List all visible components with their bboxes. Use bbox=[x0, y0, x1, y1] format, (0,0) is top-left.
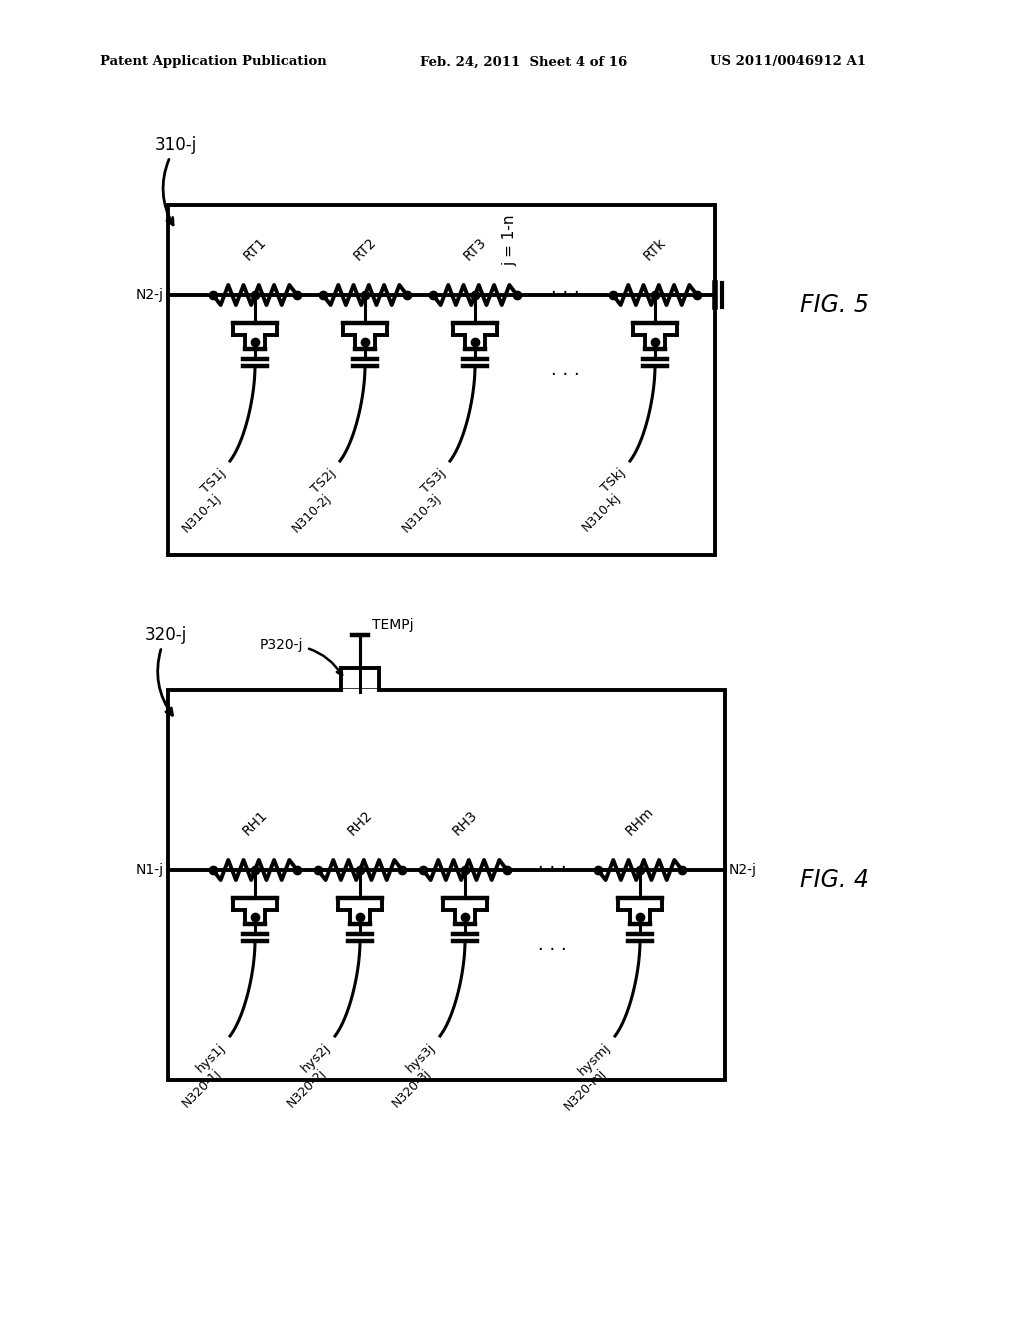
Text: N310-1j: N310-1j bbox=[179, 491, 223, 535]
Text: P320-j: P320-j bbox=[260, 638, 342, 676]
FancyBboxPatch shape bbox=[168, 205, 715, 554]
Polygon shape bbox=[342, 689, 378, 690]
Text: N2-j: N2-j bbox=[729, 863, 757, 876]
Text: FIG. 5: FIG. 5 bbox=[800, 293, 869, 317]
Text: hys3j: hys3j bbox=[403, 1041, 438, 1076]
Text: hys2j: hys2j bbox=[299, 1041, 333, 1076]
Text: Patent Application Publication: Patent Application Publication bbox=[100, 55, 327, 69]
Text: TS1j: TS1j bbox=[199, 466, 228, 495]
Text: N320-mj: N320-mj bbox=[561, 1067, 608, 1113]
Text: Feb. 24, 2011  Sheet 4 of 16: Feb. 24, 2011 Sheet 4 of 16 bbox=[420, 55, 628, 69]
Text: RTk: RTk bbox=[641, 235, 669, 263]
Text: TEMPj: TEMPj bbox=[372, 618, 414, 632]
Text: hys1j: hys1j bbox=[194, 1041, 228, 1076]
FancyBboxPatch shape bbox=[168, 690, 725, 1080]
Text: N320-3j: N320-3j bbox=[389, 1067, 433, 1110]
Text: · · ·: · · · bbox=[551, 284, 580, 302]
Text: RHm: RHm bbox=[624, 804, 656, 838]
Text: N320-1j: N320-1j bbox=[179, 1067, 223, 1110]
Text: · · ·: · · · bbox=[539, 859, 567, 876]
Text: US 2011/0046912 A1: US 2011/0046912 A1 bbox=[710, 55, 866, 69]
Text: N320-2j: N320-2j bbox=[284, 1067, 328, 1110]
Text: RT1: RT1 bbox=[241, 235, 269, 263]
Text: RH3: RH3 bbox=[450, 808, 480, 838]
Text: N310-kj: N310-kj bbox=[580, 491, 623, 535]
Text: 310-j: 310-j bbox=[155, 136, 198, 224]
Text: RT2: RT2 bbox=[351, 235, 379, 263]
Text: N2-j: N2-j bbox=[136, 288, 164, 302]
Text: j = 1-n: j = 1-n bbox=[503, 214, 517, 265]
Text: · · ·: · · · bbox=[539, 941, 567, 960]
Text: FIG. 4: FIG. 4 bbox=[800, 869, 869, 892]
Text: RT3: RT3 bbox=[461, 235, 489, 263]
Text: hysmj: hysmj bbox=[575, 1041, 613, 1078]
Text: RH1: RH1 bbox=[240, 808, 270, 838]
Text: 320-j: 320-j bbox=[145, 626, 187, 715]
Text: TS3j: TS3j bbox=[419, 466, 449, 495]
Text: N1-j: N1-j bbox=[136, 863, 164, 876]
Text: RH2: RH2 bbox=[345, 808, 375, 838]
Text: · · ·: · · · bbox=[551, 366, 580, 384]
Text: N310-3j: N310-3j bbox=[399, 491, 443, 535]
Text: N310-2j: N310-2j bbox=[289, 491, 333, 535]
Text: TSkj: TSkj bbox=[599, 466, 628, 495]
Text: TS2j: TS2j bbox=[308, 466, 338, 495]
